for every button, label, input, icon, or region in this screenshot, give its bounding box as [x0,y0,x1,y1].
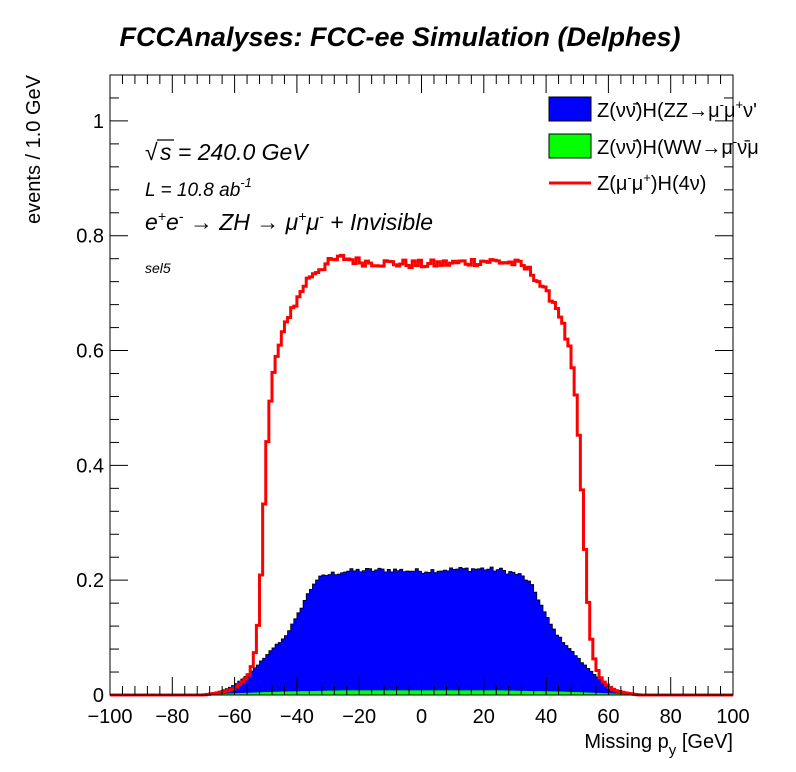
energy-annotation: √ s = 240.0 GeV [145,139,310,165]
legend-label-zz: Z(νν̄)H(ZZ→μ-μ+ν' [597,97,757,122]
y-tick-label: 0 [93,685,104,707]
luminosity-label: L = 10.8 ab-1 [145,175,252,201]
y-tick-label: 0.6 [76,341,104,363]
legend-entry-4nu: Z(μ-μ+)H(4ν) [549,170,706,195]
y-tick-label: 0.2 [76,570,104,592]
x-tick-label: −80 [155,706,189,728]
x-tick-label: −60 [218,706,252,728]
x-tick-label: −40 [280,706,314,728]
x-tick-label: 20 [473,706,495,728]
y-tick-label: 1 [93,111,104,133]
x-axis-title: Missing py [GeV] [584,731,733,759]
sqrt-symbol: √ [145,139,158,165]
chart-title: FCCAnalyses: FCC-ee Simulation (Delphes) [119,22,680,52]
selection-label: sel5 [145,260,171,276]
legend-label-4nu: Z(μ-μ+)H(4ν) [597,170,706,195]
x-tick-label: 0 [416,706,427,728]
x-tick-label: 60 [597,706,619,728]
y-tick-label: 0.4 [76,455,104,477]
legend-swatch-ww [548,133,592,159]
x-tick-label: −100 [87,706,132,728]
luminosity-annotation: L = 10.8 ab-1 [145,175,252,201]
x-tick-label: −20 [342,706,376,728]
x-tick-label: 100 [716,706,749,728]
series-1-histogram [110,566,733,696]
legend-entry-zz: Z(νν̄)H(ZZ→μ-μ+ν' [548,96,757,122]
y-axis-title: events / 1.0 GeV [23,74,45,224]
histogram-layer [110,253,733,697]
y-tick-label: 0.8 [76,226,104,248]
legend-entry-ww: Z(νν̄)H(WW→μ-ν̄μ [548,133,759,159]
series-3-histogram [110,253,733,697]
x-tick-label: 40 [535,706,557,728]
process-label: e+e- → ZH → μ+μ- + Invisible [145,208,433,235]
energy-label: s = 240.0 GeV [160,139,310,165]
process-annotation: e+e- → ZH → μ+μ- + Invisible [145,208,433,235]
legend: Z(νν̄)H(ZZ→μ-μ+ν' Z(νν̄)H(WW→μ-ν̄μ Z(μ-μ… [548,96,759,195]
axis-layer: −100 −80 −60 −40 −20 0 20 40 60 80 100 0 0.2 0.4 0.6 0.… [76,74,750,728]
x-tick-label: 80 [660,706,682,728]
legend-swatch-zz [548,96,592,122]
legend-label-ww: Z(νν̄)H(WW→μ-ν̄μ [597,134,759,159]
